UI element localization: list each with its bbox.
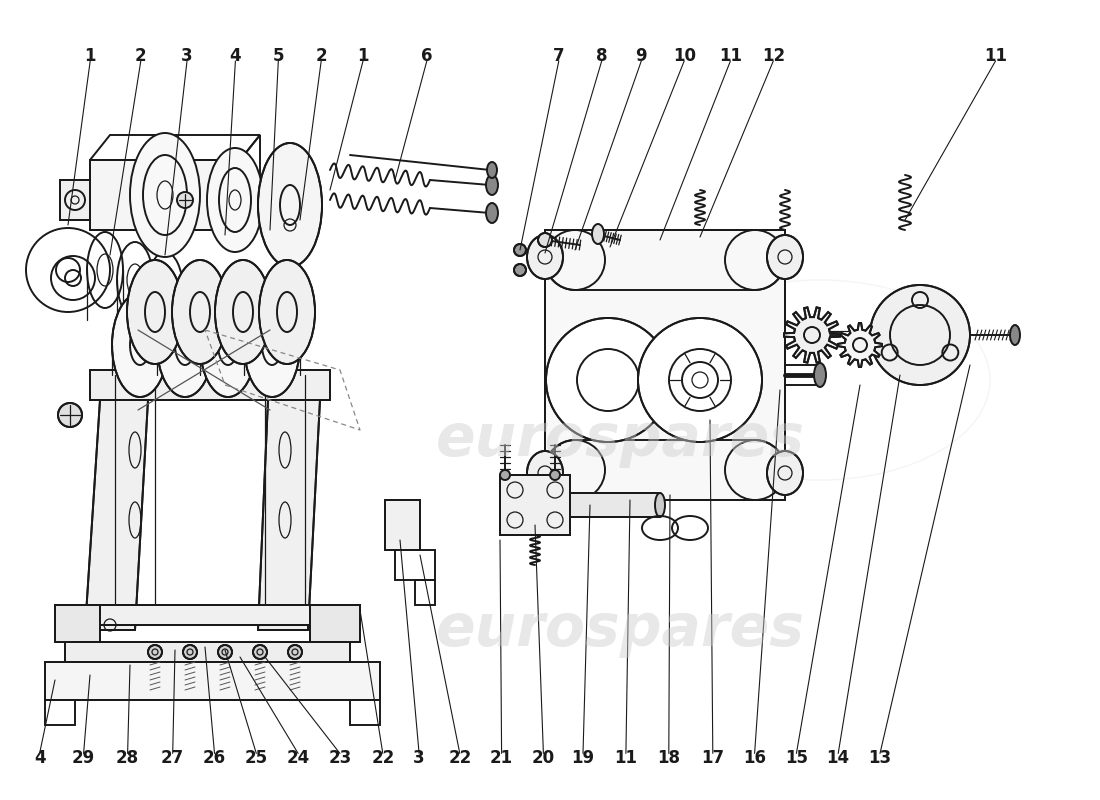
Text: 11: 11 xyxy=(719,47,741,65)
Text: 20: 20 xyxy=(531,750,556,767)
Text: 4: 4 xyxy=(230,47,241,65)
Text: 2: 2 xyxy=(135,47,146,65)
Ellipse shape xyxy=(214,260,271,364)
Ellipse shape xyxy=(767,235,803,279)
Circle shape xyxy=(288,645,302,659)
Polygon shape xyxy=(544,260,785,470)
Ellipse shape xyxy=(244,293,300,397)
Ellipse shape xyxy=(527,235,563,279)
Text: eurospares: eurospares xyxy=(436,602,804,658)
Polygon shape xyxy=(240,180,270,220)
Ellipse shape xyxy=(258,143,322,267)
Text: 28: 28 xyxy=(116,750,140,767)
Ellipse shape xyxy=(1010,325,1020,345)
Text: 11: 11 xyxy=(984,47,1006,65)
Polygon shape xyxy=(45,662,380,700)
Ellipse shape xyxy=(592,224,604,244)
Text: 5: 5 xyxy=(273,47,284,65)
Text: 21: 21 xyxy=(490,750,514,767)
Ellipse shape xyxy=(486,203,498,223)
Polygon shape xyxy=(838,323,882,367)
Polygon shape xyxy=(55,605,360,625)
Text: 15: 15 xyxy=(785,750,807,767)
Circle shape xyxy=(177,192,192,208)
Ellipse shape xyxy=(814,363,826,387)
Ellipse shape xyxy=(200,293,256,397)
Ellipse shape xyxy=(172,260,228,364)
Circle shape xyxy=(725,230,785,290)
Circle shape xyxy=(183,645,197,659)
Polygon shape xyxy=(60,180,90,220)
Circle shape xyxy=(514,244,526,256)
Polygon shape xyxy=(85,400,148,630)
Circle shape xyxy=(544,440,605,500)
Text: 1: 1 xyxy=(358,47,368,65)
Text: 2: 2 xyxy=(316,47,327,65)
Polygon shape xyxy=(784,307,840,362)
Ellipse shape xyxy=(486,175,498,195)
Ellipse shape xyxy=(487,162,497,178)
Polygon shape xyxy=(310,605,360,642)
Text: eurospares: eurospares xyxy=(436,411,804,469)
Ellipse shape xyxy=(157,293,213,397)
Text: 11: 11 xyxy=(615,750,637,767)
Circle shape xyxy=(725,440,785,500)
Polygon shape xyxy=(258,400,320,630)
Ellipse shape xyxy=(207,148,263,252)
Polygon shape xyxy=(544,230,785,500)
Polygon shape xyxy=(500,475,570,535)
Ellipse shape xyxy=(654,493,666,517)
Circle shape xyxy=(638,318,762,442)
Text: 3: 3 xyxy=(414,750,425,767)
Text: 19: 19 xyxy=(571,750,595,767)
Ellipse shape xyxy=(258,260,315,364)
Polygon shape xyxy=(90,370,330,400)
Text: 18: 18 xyxy=(658,750,680,767)
Text: 26: 26 xyxy=(202,750,227,767)
Ellipse shape xyxy=(126,260,183,364)
Bar xyxy=(570,493,660,517)
Text: 22: 22 xyxy=(371,750,395,767)
Text: 9: 9 xyxy=(636,47,647,65)
Circle shape xyxy=(514,264,526,276)
Text: 10: 10 xyxy=(673,47,695,65)
Ellipse shape xyxy=(112,293,168,397)
Polygon shape xyxy=(65,642,350,662)
Text: 6: 6 xyxy=(421,47,432,65)
Text: 25: 25 xyxy=(244,750,268,767)
Circle shape xyxy=(218,645,232,659)
Circle shape xyxy=(550,470,560,480)
Text: 22: 22 xyxy=(448,750,472,767)
Polygon shape xyxy=(385,500,420,550)
Circle shape xyxy=(544,230,605,290)
Bar xyxy=(570,493,660,517)
Polygon shape xyxy=(90,160,240,230)
Polygon shape xyxy=(55,605,100,642)
Text: 24: 24 xyxy=(286,750,310,767)
Text: 23: 23 xyxy=(328,750,352,767)
Circle shape xyxy=(58,403,82,427)
Text: 29: 29 xyxy=(72,750,96,767)
Text: 1: 1 xyxy=(85,47,96,65)
Text: 14: 14 xyxy=(826,750,850,767)
Text: 13: 13 xyxy=(868,750,892,767)
Text: 3: 3 xyxy=(182,47,192,65)
Circle shape xyxy=(870,285,970,385)
Text: 8: 8 xyxy=(596,47,607,65)
Circle shape xyxy=(500,470,510,480)
Text: 16: 16 xyxy=(744,750,766,767)
Circle shape xyxy=(546,318,670,442)
Ellipse shape xyxy=(767,451,803,495)
Text: 7: 7 xyxy=(553,47,564,65)
Ellipse shape xyxy=(527,451,563,495)
Ellipse shape xyxy=(130,133,200,257)
Circle shape xyxy=(253,645,267,659)
Text: 4: 4 xyxy=(34,750,45,767)
Text: 12: 12 xyxy=(761,47,785,65)
Text: 27: 27 xyxy=(161,750,185,767)
Circle shape xyxy=(538,233,552,247)
Circle shape xyxy=(148,645,162,659)
Text: 17: 17 xyxy=(701,750,725,767)
